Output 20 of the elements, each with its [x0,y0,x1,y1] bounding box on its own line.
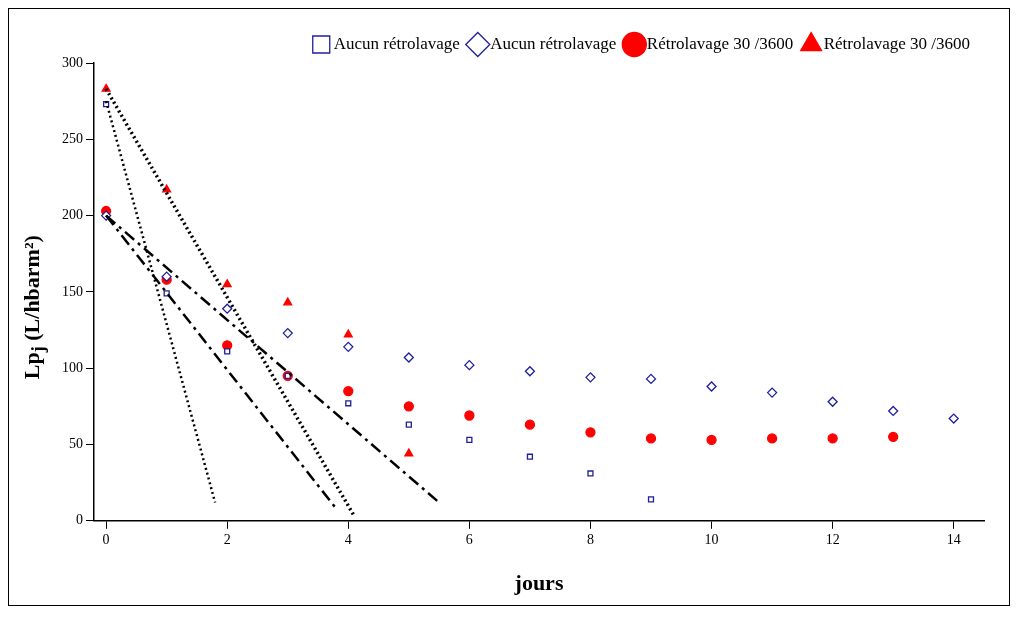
y-tick-label: 250 [62,130,83,146]
x-tick-label: 0 [102,531,110,547]
legend-label: Aucun rétrolavage [490,33,617,53]
y-tick-label: 50 [69,436,83,452]
y-tick-label: 100 [62,359,83,375]
x-tick-label: 6 [465,531,473,547]
x-tick-label: 10 [704,531,719,547]
x-axis-title: jours [513,570,564,596]
x-tick-label: 2 [223,531,231,547]
x-tick-label: 14 [946,531,961,547]
x-tick-label: 12 [825,531,840,547]
x-tick-label: 8 [586,531,594,547]
x-tick-label: 4 [344,531,352,547]
legend-label: Aucun rétrolavage [333,33,460,53]
y-tick-label: 200 [62,207,83,223]
y-tick-label: 0 [76,512,83,528]
legend-label: Rétrolavage 30 /3600 [646,33,794,53]
y-tick-label: 150 [62,283,83,299]
y-tick-label: 300 [62,54,83,70]
legend-label: Rétrolavage 30 /3600 [823,33,971,53]
